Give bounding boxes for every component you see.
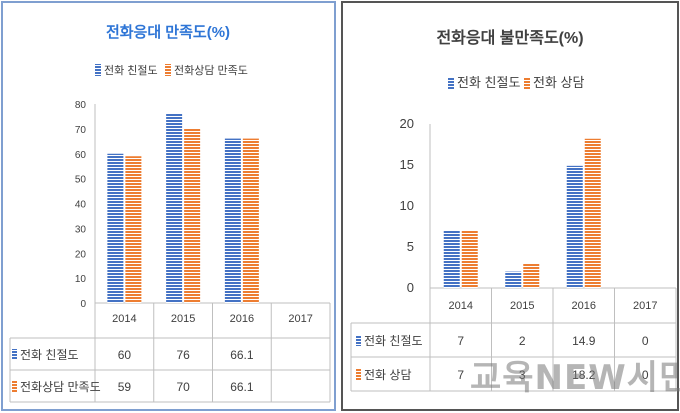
dissatisfaction-table-value: 0: [642, 368, 649, 382]
dissatisfaction-bar-series1: [443, 230, 460, 288]
satisfaction-legend-label-1: 전화 친절도: [104, 64, 158, 77]
dissatisfaction-y-tick-label: 10: [400, 198, 414, 213]
dissatisfaction-category-label: 2015: [510, 300, 534, 312]
satisfaction-category-label: 2016: [230, 313, 254, 325]
satisfaction-table-value: 66.1: [230, 380, 254, 394]
dissatisfaction-bar-series1: [505, 271, 522, 288]
satisfaction-table-value: 70: [176, 380, 190, 394]
dissatisfaction-bar-series1: [566, 165, 583, 288]
dissatisfaction-table-value: 18.2: [572, 368, 596, 382]
dissatisfaction-legend-swatch-2: [524, 77, 530, 89]
dissatisfaction-chart-panel: [341, 1, 679, 411]
satisfaction-legend-label-2: 전화상담 만족도: [174, 64, 248, 77]
satisfaction-bar-series2: [242, 138, 259, 303]
dissatisfaction-table-value: 2: [519, 334, 526, 348]
satisfaction-y-tick-label: 20: [75, 249, 87, 260]
dissatisfaction-category-label: 2014: [449, 300, 473, 312]
satisfaction-table-row-label: 전화상담 만족도: [20, 380, 101, 394]
satisfaction-y-tick-label: 30: [75, 224, 87, 235]
dissatisfaction-y-tick-label: 15: [400, 157, 414, 172]
dissatisfaction-category-label: 2017: [633, 300, 657, 312]
satisfaction-bar-series1: [166, 113, 183, 303]
satisfaction-y-tick-label: 0: [80, 299, 86, 310]
satisfaction-y-tick-label: 60: [75, 150, 87, 161]
satisfaction-bar-series1: [107, 153, 124, 303]
watermark-logo: 교육NEW시민: [470, 358, 680, 398]
dissatisfaction-table-value: 7: [457, 368, 464, 382]
satisfaction-y-tick-label: 70: [75, 125, 87, 136]
dissatisfaction-table-value: 14.9: [572, 334, 596, 348]
satisfaction-y-tick-label: 50: [75, 175, 87, 186]
dissatisfaction-bar-series2: [523, 263, 540, 288]
dissatisfaction-bar-series2: [461, 230, 478, 288]
satisfaction-category-label: 2014: [112, 313, 136, 325]
dissatisfaction-y-tick-label: 5: [407, 239, 414, 254]
dissatisfaction-table-row-label: 전화 상담: [364, 368, 412, 382]
satisfaction-table-value: 60: [118, 348, 132, 362]
dissatisfaction-y-tick-label: 20: [400, 116, 414, 131]
dissatisfaction-table-row-label: 전화 친절도: [364, 334, 423, 348]
satisfaction-table-value: 66.1: [230, 348, 254, 362]
dissatisfaction-table-value: 7: [457, 334, 464, 348]
dissatisfaction-bar-series2: [584, 138, 601, 288]
satisfaction-table-swatch-2: [12, 381, 17, 392]
satisfaction-table-value: 76: [176, 348, 190, 362]
dissatisfaction-legend-label-1: 전화 친절도: [457, 75, 520, 90]
satisfaction-y-tick-label: 40: [75, 200, 87, 211]
dissatisfaction-legend-swatch-1: [448, 77, 454, 89]
dissatisfaction-chart-title: 전화응대 불만족도(%): [436, 28, 583, 47]
satisfaction-legend-swatch-1: [95, 64, 101, 76]
satisfaction-category-label: 2017: [288, 313, 312, 325]
satisfaction-table-value: 59: [118, 380, 132, 394]
dissatisfaction-table-swatch-2: [356, 369, 361, 380]
satisfaction-category-label: 2015: [171, 313, 195, 325]
dissatisfaction-table-value: 0: [642, 334, 649, 348]
dissatisfaction-category-label: 2016: [572, 300, 596, 312]
satisfaction-chart-title: 전화응대 만족도(%): [106, 24, 230, 41]
satisfaction-bar-series2: [125, 156, 142, 303]
satisfaction-table-swatch-1: [12, 349, 17, 360]
satisfaction-legend-swatch-2: [165, 64, 171, 76]
satisfaction-bar-series2: [184, 128, 201, 303]
satisfaction-y-tick-label: 80: [75, 100, 87, 111]
satisfaction-bar-series1: [224, 138, 241, 303]
dissatisfaction-legend-label-2: 전화 상담: [533, 75, 584, 90]
dissatisfaction-table-value: 3: [519, 368, 526, 382]
dissatisfaction-y-tick-label: 0: [407, 280, 414, 295]
satisfaction-y-tick-label: 10: [75, 274, 87, 285]
dissatisfaction-table-swatch-1: [356, 335, 361, 346]
satisfaction-table-row-label: 전화 친절도: [20, 348, 79, 362]
